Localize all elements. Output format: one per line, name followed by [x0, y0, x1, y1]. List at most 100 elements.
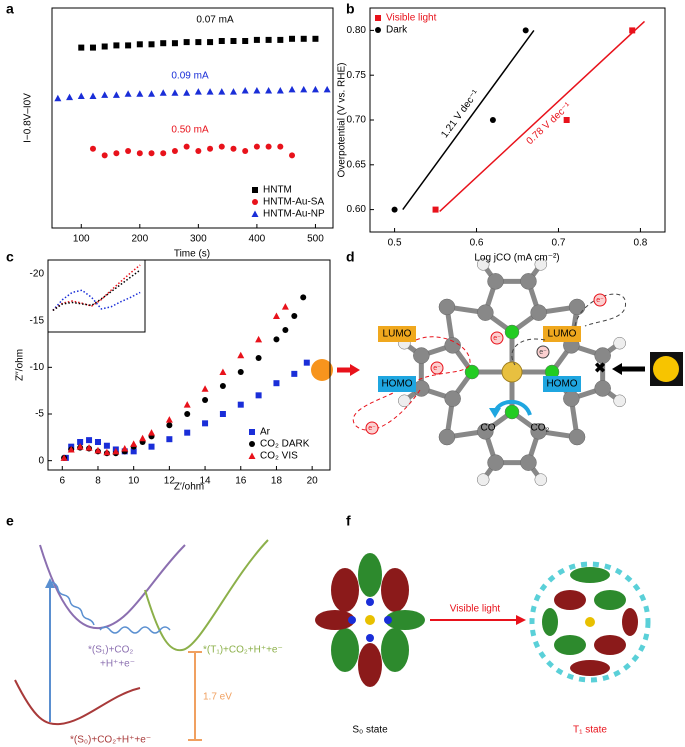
atom	[476, 258, 490, 271]
marker	[124, 90, 132, 97]
marker	[323, 85, 331, 93]
panel-label: e	[6, 513, 14, 529]
marker	[230, 145, 237, 152]
marker	[219, 411, 226, 417]
marker	[85, 444, 93, 451]
legend-label: HNTM	[263, 185, 292, 196]
marker	[300, 85, 308, 93]
electron-label: e⁻	[539, 349, 547, 356]
electron-path	[511, 338, 546, 366]
x-tick-label: 500	[307, 234, 324, 245]
electron	[430, 361, 444, 375]
gap-ends	[188, 651, 202, 741]
marker	[277, 36, 284, 43]
marker	[282, 327, 289, 333]
atom	[534, 473, 548, 486]
plot-frame	[47, 259, 331, 471]
marker	[300, 294, 307, 301]
fit-label: 0.78 V dec⁻¹	[525, 100, 574, 147]
atom	[520, 454, 537, 471]
y-tick-label: 0.70	[347, 115, 367, 126]
marker	[288, 85, 296, 93]
atom	[398, 394, 411, 408]
marker	[312, 35, 319, 42]
legend-label: CO₂ DARK	[260, 439, 310, 450]
annotation: 0.50 mA	[171, 125, 209, 136]
atom	[520, 273, 537, 290]
marker	[171, 89, 179, 96]
atom	[438, 428, 456, 446]
marker	[136, 150, 143, 157]
marker	[66, 93, 74, 101]
y-tick-label: 0	[38, 455, 44, 466]
x-tick-label: 10	[128, 476, 140, 487]
marker	[273, 380, 280, 387]
electrons: e⁻ e⁻ e⁻ e⁻ e⁻	[365, 293, 607, 435]
marker	[241, 87, 249, 94]
fit-label: 1.21 V dec⁻¹	[439, 88, 482, 141]
marker	[183, 89, 191, 96]
panel-label: b	[346, 1, 355, 17]
legend-marker	[248, 452, 256, 459]
x-axis-label: Time (s)	[174, 249, 210, 260]
marker	[194, 88, 202, 95]
marker	[183, 143, 190, 150]
marker	[202, 420, 209, 427]
y-tick-label: 0.75	[347, 70, 367, 81]
y-axis-label: Z′′/ohm	[15, 349, 26, 381]
legend-label: Dark	[386, 25, 408, 36]
marker	[130, 440, 138, 447]
marker	[125, 148, 132, 154]
y-axis-label: Overpotential (V vs. RHE)	[337, 62, 348, 177]
y-tick-label: -5	[35, 409, 44, 420]
marker	[67, 445, 75, 453]
electron	[365, 421, 379, 435]
marker	[289, 35, 296, 42]
marker	[125, 42, 132, 49]
x-tick-label: 300	[190, 234, 207, 245]
x-tick-label: 0.8	[633, 238, 647, 249]
marker	[489, 117, 496, 123]
marker	[291, 370, 298, 377]
panel-label: c	[6, 249, 14, 265]
legend-label: HNTM-Au-NP	[263, 209, 325, 220]
marker	[94, 446, 102, 454]
electron-path	[352, 389, 421, 431]
x-tick-label: 0.7	[552, 238, 566, 249]
y-tick-label: 0.60	[347, 204, 367, 215]
x-tick-label: 16	[235, 476, 247, 487]
panel-label: f	[346, 513, 351, 529]
electron-path	[574, 293, 626, 327]
marker	[160, 150, 167, 157]
marker	[103, 448, 111, 456]
x-tick-label: 200	[131, 234, 148, 245]
electron-path	[415, 336, 471, 381]
atom	[613, 336, 626, 350]
marker	[253, 87, 261, 94]
marker	[112, 91, 120, 98]
electron	[593, 293, 607, 307]
x-tick-label: 20	[307, 476, 319, 487]
excitation-arrow-head	[45, 578, 55, 588]
marker	[230, 38, 237, 44]
marker	[265, 143, 272, 150]
marker	[171, 148, 178, 154]
orbital-label: HOMO	[546, 379, 577, 390]
marker	[195, 148, 202, 154]
marker	[219, 383, 226, 389]
x-tick-label: 8	[95, 476, 101, 487]
state-label: T₁ state	[573, 725, 607, 736]
marker	[94, 439, 101, 445]
marker	[300, 35, 307, 42]
marker	[101, 43, 108, 50]
state-label: S₀ state	[352, 725, 388, 736]
atom	[413, 347, 430, 364]
atom	[476, 473, 490, 486]
marker	[54, 94, 62, 102]
series-line	[52, 269, 141, 312]
x-tick-label: 6	[59, 476, 65, 487]
marker	[272, 312, 280, 319]
marker	[148, 150, 155, 157]
marker	[184, 411, 191, 417]
